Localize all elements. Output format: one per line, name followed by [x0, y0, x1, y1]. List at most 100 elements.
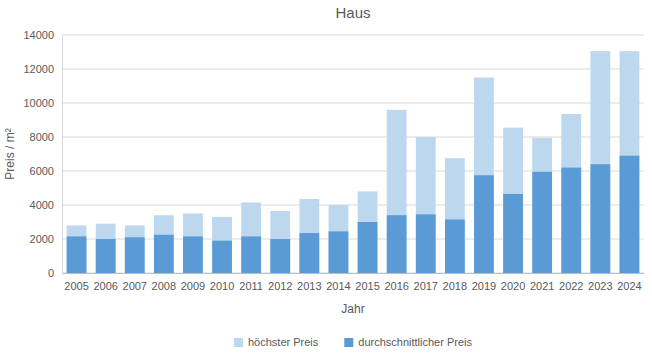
bar	[183, 236, 203, 273]
x-tick: 2017	[414, 273, 438, 292]
x-tick-label: 2017	[414, 280, 438, 292]
x-tick: 2013	[297, 273, 321, 292]
x-tick-label: 2012	[268, 280, 292, 292]
bar	[416, 214, 436, 273]
bar	[474, 78, 494, 274]
x-tick-label: 2014	[326, 280, 350, 292]
x-tick-label: 2023	[588, 280, 612, 292]
grid-line	[62, 137, 644, 138]
x-tick-label: 2013	[297, 280, 321, 292]
bar	[358, 191, 378, 273]
bar	[358, 222, 378, 273]
y-tick-label: 0	[48, 267, 54, 279]
y-tick-label: 14000	[23, 29, 54, 41]
x-tick: 2015	[355, 273, 379, 292]
y-tick-label: 6000	[30, 165, 54, 177]
legend-swatch	[234, 338, 243, 347]
series	[67, 156, 640, 273]
bar	[183, 214, 203, 274]
x-tick: 2021	[530, 273, 554, 292]
grid-line	[62, 239, 644, 240]
x-tick: 2007	[123, 273, 147, 292]
legend: höchster Preisdurchschnittlicher Preis	[234, 336, 473, 348]
bar	[561, 168, 581, 273]
x-tick: 2009	[181, 273, 205, 292]
bar	[503, 194, 523, 273]
bar	[329, 231, 349, 273]
x-tick: 2022	[559, 273, 583, 292]
bar	[299, 233, 319, 273]
bar	[241, 236, 261, 273]
x-tick: 2011	[239, 273, 263, 292]
bar	[474, 175, 494, 273]
x-tick: 2006	[93, 273, 117, 292]
x-tick-label: 2024	[617, 280, 641, 292]
y-tick: 2000	[30, 233, 62, 245]
x-axis-line	[63, 273, 645, 274]
y-tick-label: 8000	[30, 131, 54, 143]
y-axis-title: Preis / m²	[3, 128, 17, 179]
bar	[67, 236, 87, 273]
bar	[532, 138, 552, 273]
x-tick: 2020	[501, 273, 525, 292]
bar	[445, 219, 465, 273]
bar	[620, 156, 640, 273]
x-tick: 2023	[588, 273, 612, 292]
series	[67, 51, 640, 273]
grid-line	[62, 273, 644, 274]
x-tick-label: 2009	[181, 280, 205, 292]
y-tick: 14000	[23, 29, 62, 41]
bars	[67, 51, 640, 273]
bar	[532, 172, 552, 273]
x-tick-label: 2005	[64, 280, 88, 292]
y-tick: 0	[48, 267, 62, 279]
y-tick: 6000	[30, 165, 62, 177]
bar	[503, 128, 523, 273]
legend-swatch	[344, 338, 353, 347]
grid	[62, 35, 644, 273]
x-tick-label: 2010	[210, 280, 234, 292]
x-tick-label: 2008	[152, 280, 176, 292]
bar	[620, 51, 640, 273]
legend-label: höchster Preis	[248, 336, 319, 348]
bar	[270, 211, 290, 273]
x-tick-label: 2021	[530, 280, 554, 292]
x-tick-label: 2020	[501, 280, 525, 292]
bar	[445, 158, 465, 273]
bar	[270, 239, 290, 273]
bar	[299, 199, 319, 273]
bar	[416, 137, 436, 273]
x-tick-label: 2022	[559, 280, 583, 292]
y-axis-line	[62, 36, 63, 274]
bar	[212, 217, 232, 273]
y-tick: 12000	[23, 63, 62, 75]
x-tick: 2012	[268, 273, 292, 292]
bar	[67, 225, 87, 273]
bar	[590, 164, 610, 273]
x-tick-label: 2007	[123, 280, 147, 292]
bar	[125, 225, 145, 273]
bar	[329, 205, 349, 273]
bar	[96, 239, 116, 273]
bar	[96, 224, 116, 273]
y-tick: 10000	[23, 97, 62, 109]
x-axis-title: Jahr	[341, 302, 364, 316]
x-tick: 2018	[443, 273, 467, 292]
plot: 0 2000 4000 6000 8000 10000 12000 14000 2005 2006…	[23, 29, 644, 292]
bar	[125, 237, 145, 273]
x-axis: 2005 2006 2007 2008 2009 2010 2011 2012 2013 2014…	[63, 273, 645, 292]
y-tick-label: 10000	[23, 97, 54, 109]
grid-line	[62, 69, 644, 70]
x-tick-label: 2016	[384, 280, 408, 292]
grid-line	[62, 103, 644, 104]
bar	[387, 215, 407, 273]
y-tick: 4000	[30, 199, 62, 211]
y-axis: 0 2000 4000 6000 8000 10000 12000 14000	[23, 29, 62, 279]
chart: 0 2000 4000 6000 8000 10000 12000 14000 2005 2006…	[0, 0, 652, 358]
legend-item: höchster Preis	[234, 336, 319, 348]
bar	[387, 110, 407, 273]
y-tick-label: 4000	[30, 199, 54, 211]
y-tick-label: 2000	[30, 233, 54, 245]
x-tick: 2010	[210, 273, 234, 292]
grid-line	[62, 205, 644, 206]
